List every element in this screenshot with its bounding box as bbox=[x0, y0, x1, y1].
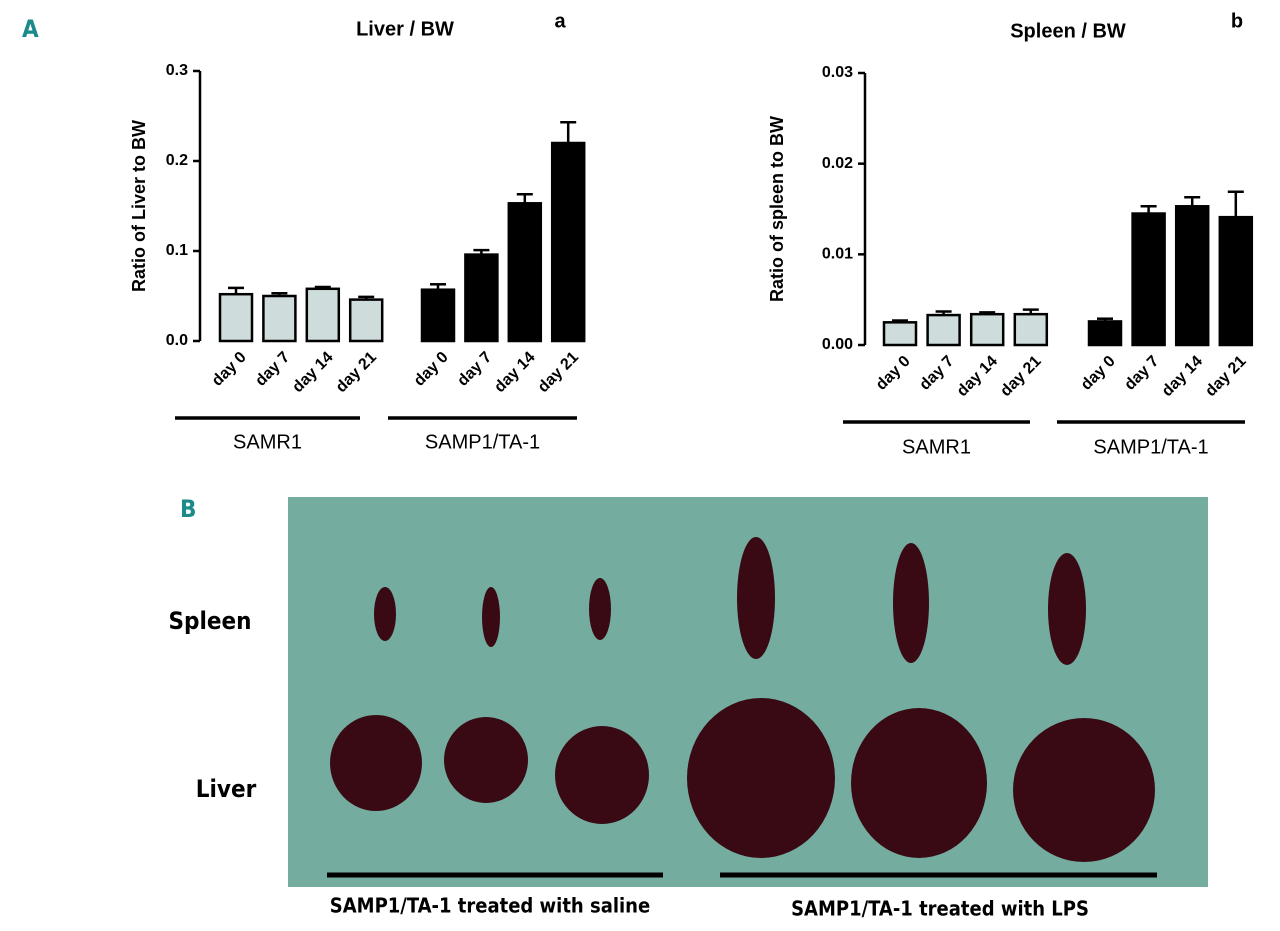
y-axis-label: Ratio of spleen to BW bbox=[767, 116, 787, 302]
y-tick-label: 0.0 bbox=[166, 332, 188, 349]
chart-label: b bbox=[1231, 10, 1243, 32]
x-tick-label: day 21 bbox=[997, 353, 1044, 400]
x-tick-label: day 7 bbox=[454, 349, 495, 390]
x-tick-label: day 14 bbox=[954, 353, 1001, 400]
x-tick-label: day 7 bbox=[252, 349, 293, 390]
bar bbox=[348, 298, 384, 343]
group-label: SAMP1/TA-1 bbox=[1093, 436, 1208, 458]
row-label: Spleen bbox=[168, 607, 251, 635]
y-tick-label: 0.1 bbox=[166, 242, 188, 259]
x-tick-label: day 7 bbox=[916, 353, 957, 394]
y-axis-label: Ratio of Liver to BW bbox=[129, 120, 149, 292]
x-tick-label: day 7 bbox=[1121, 353, 1162, 394]
group-label: SAMP1/TA-1 treated with saline bbox=[330, 894, 650, 918]
chart-label: a bbox=[554, 10, 566, 32]
group-label: SAMP1/TA-1 treated with LPS bbox=[791, 897, 1089, 921]
x-tick-label: day 0 bbox=[1078, 353, 1119, 394]
y-tick-label: 0.02 bbox=[822, 155, 853, 172]
bar bbox=[262, 294, 297, 343]
x-tick-label: day 21 bbox=[333, 349, 380, 396]
panel-label: A bbox=[22, 15, 39, 43]
chart-title: Liver / BW bbox=[356, 18, 454, 40]
bar bbox=[550, 141, 586, 343]
x-tick-label: day 21 bbox=[1202, 353, 1249, 400]
photo bbox=[288, 497, 1208, 887]
bar bbox=[1013, 312, 1049, 347]
y-tick-label: 0.00 bbox=[822, 336, 853, 353]
bar bbox=[1174, 205, 1210, 347]
bar bbox=[1131, 212, 1166, 347]
x-tick-label: day 21 bbox=[535, 349, 582, 396]
bar bbox=[1218, 215, 1254, 347]
bar bbox=[464, 253, 499, 343]
x-tick-label: day 14 bbox=[1159, 353, 1206, 400]
row-label: Liver bbox=[196, 775, 257, 803]
x-tick-label: day 0 bbox=[209, 349, 250, 390]
y-tick-label: 0.01 bbox=[822, 246, 853, 263]
x-tick-label: day 14 bbox=[491, 349, 538, 396]
x-tick-label: day 0 bbox=[873, 353, 914, 394]
group-label: SAMR1 bbox=[233, 431, 302, 453]
bar bbox=[420, 288, 456, 343]
group-label: SAMP1/TA-1 bbox=[425, 431, 540, 453]
chart-title: Spleen / BW bbox=[1010, 20, 1126, 42]
bar bbox=[969, 312, 1005, 347]
bar bbox=[507, 202, 543, 343]
bar bbox=[926, 313, 961, 347]
y-tick-label: 0.3 bbox=[166, 62, 188, 79]
group-label: SAMR1 bbox=[902, 436, 971, 458]
bar bbox=[882, 321, 918, 347]
x-tick-label: day 0 bbox=[411, 349, 452, 390]
panel-label: B bbox=[180, 495, 196, 523]
y-tick-label: 0.2 bbox=[166, 152, 188, 169]
y-tick-label: 0.03 bbox=[822, 64, 853, 81]
x-tick-label: day 14 bbox=[289, 349, 336, 396]
bar bbox=[218, 292, 254, 343]
bar bbox=[1087, 320, 1123, 347]
bar bbox=[305, 287, 341, 343]
